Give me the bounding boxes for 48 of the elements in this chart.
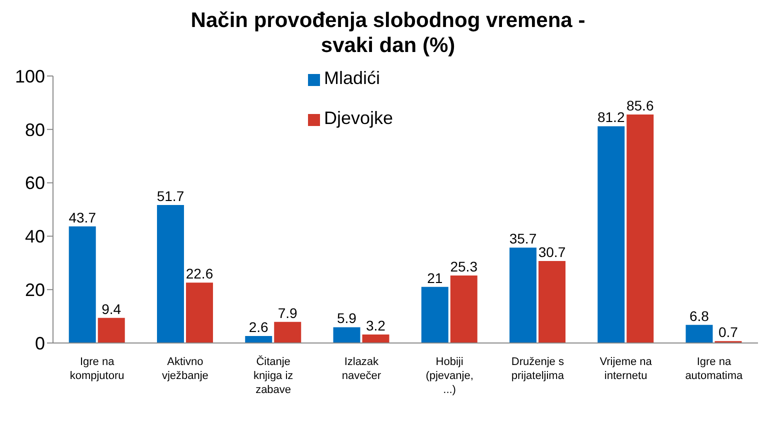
data-label: 81.2 <box>597 109 625 126</box>
data-label: 21 <box>427 270 443 286</box>
bar <box>274 322 302 343</box>
data-label: 85.6 <box>626 97 654 114</box>
data-label: 7.9 <box>278 304 298 321</box>
x-tick-label: Čitanje knjiga iz zabave <box>253 355 294 396</box>
y-tick-label: 60 <box>24 173 45 194</box>
data-label: 9.4 <box>102 300 122 317</box>
bar <box>538 261 566 343</box>
bar <box>98 318 125 343</box>
bar <box>450 275 478 343</box>
x-tick-label: Igre na automatima <box>685 356 744 382</box>
data-label: 3.2 <box>366 317 386 334</box>
y-tick-label: 0 <box>34 333 45 354</box>
bar <box>362 334 390 343</box>
bar <box>68 226 96 343</box>
bar <box>245 336 272 343</box>
chart-title: Način provođenja slobodnog vremena - svaki dan (%) <box>190 8 586 58</box>
x-tick-label: Izlazak navečer <box>342 356 382 382</box>
data-label: 25.3 <box>450 258 478 274</box>
x-tick-label: Druženje s prijateljima <box>511 356 565 382</box>
data-label: 51.7 <box>156 188 184 204</box>
data-label: 5.9 <box>337 310 357 326</box>
legend-label: Mladići <box>324 68 380 88</box>
data-label: 35.7 <box>509 230 537 247</box>
data-label: 6.8 <box>690 308 710 324</box>
bar <box>626 114 654 343</box>
x-tick-label: Igre na kompjutoru <box>70 356 124 382</box>
bar <box>156 204 184 343</box>
bar <box>509 248 536 343</box>
bar <box>186 282 213 343</box>
legend-label: Djevojke <box>324 108 394 128</box>
bar <box>421 286 448 343</box>
x-tick-label: Hobiji (pjevanje, ...) <box>426 356 474 396</box>
data-label: 30.7 <box>538 244 566 260</box>
y-tick-label: 40 <box>24 226 45 247</box>
x-tick-label: Vrijeme na internetu <box>600 356 653 382</box>
data-label: 2.6 <box>248 319 269 336</box>
data-label: 43.7 <box>68 209 96 226</box>
data-label: 0.7 <box>718 324 738 340</box>
y-tick-label: 80 <box>24 120 45 140</box>
y-tick-label: 20 <box>24 280 45 300</box>
bar <box>333 327 360 343</box>
y-tick-label: 100 <box>14 66 45 86</box>
data-label: 22.6 <box>186 266 214 282</box>
bar <box>598 126 625 343</box>
bar <box>686 324 713 343</box>
x-tick-label: Aktivno vježbanje <box>162 356 208 382</box>
